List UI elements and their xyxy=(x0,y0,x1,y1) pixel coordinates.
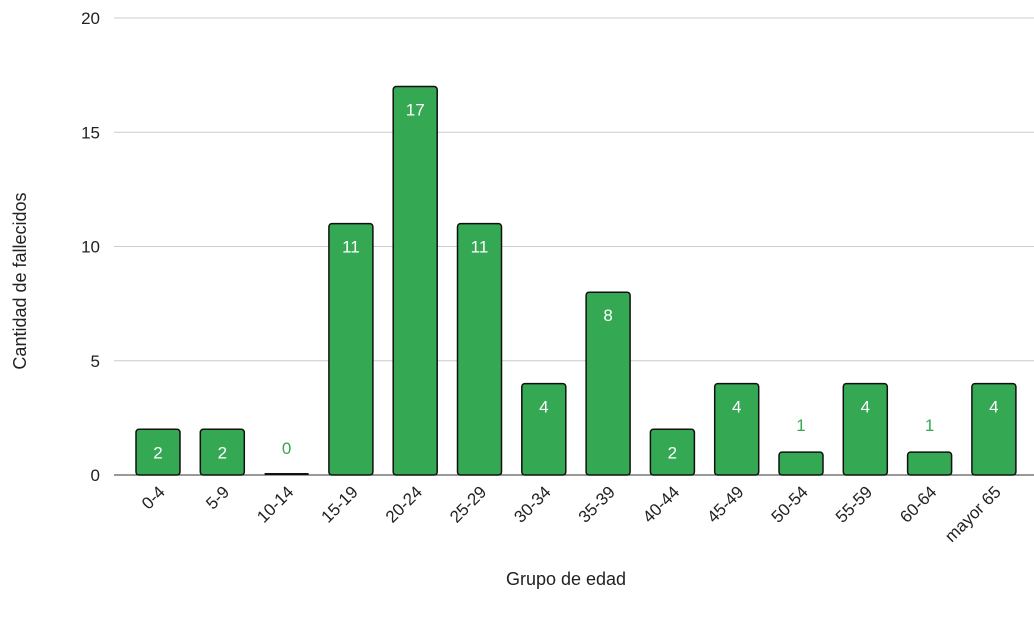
x-tick-label: 45-49 xyxy=(703,482,747,526)
value-label: 4 xyxy=(539,398,548,417)
bar xyxy=(585,291,631,476)
bar xyxy=(713,382,760,476)
value-label: 17 xyxy=(406,101,425,120)
y-tick-label: 15 xyxy=(81,123,100,142)
bar xyxy=(906,451,953,476)
x-axis-ticks: 0-4 5-9 10-14 15-19 20-24 25-29 30-34 35-39 40-4… xyxy=(138,482,1005,546)
value-label: 2 xyxy=(668,443,677,462)
y-tick-label: 20 xyxy=(81,9,100,28)
bar xyxy=(649,428,696,476)
x-tick-label: 20-24 xyxy=(382,482,426,526)
value-label: 0 xyxy=(282,439,291,458)
x-tick-label: 55-59 xyxy=(832,482,876,526)
x-tick-label: 5-9 xyxy=(202,482,233,513)
y-axis-title: Cantidad de fallecidos xyxy=(10,192,30,369)
x-axis-title: Grupo de edad xyxy=(506,569,626,589)
bar xyxy=(521,382,567,476)
value-label: 2 xyxy=(153,443,162,462)
value-label: 4 xyxy=(989,398,998,417)
y-axis-ticks: 0 5 10 15 20 xyxy=(81,9,100,485)
value-label: 1 xyxy=(796,416,805,435)
value-label: 1 xyxy=(925,416,934,435)
gridlines xyxy=(114,17,1034,476)
bar xyxy=(842,382,889,476)
value-label: 4 xyxy=(861,398,870,417)
bar xyxy=(264,473,309,475)
bars xyxy=(135,85,1017,476)
x-tick-label: 30-34 xyxy=(510,482,554,526)
x-tick-label: 15-19 xyxy=(318,482,362,526)
bar xyxy=(199,428,246,476)
bar xyxy=(135,428,181,476)
value-label: 11 xyxy=(471,238,489,257)
value-label: 11 xyxy=(342,238,360,257)
bar xyxy=(456,222,503,476)
bar xyxy=(971,382,1017,476)
x-tick-label: 40-44 xyxy=(639,482,683,526)
x-tick-label: 60-64 xyxy=(896,482,940,526)
x-tick-label: 35-39 xyxy=(575,482,619,526)
value-label: 4 xyxy=(732,398,741,417)
bar xyxy=(778,451,824,476)
y-tick-label: 5 xyxy=(91,352,100,371)
value-label: 8 xyxy=(603,306,612,325)
x-tick-label: 0-4 xyxy=(138,482,169,513)
x-tick-label: 25-29 xyxy=(446,482,490,526)
x-tick-label: mayor 65 xyxy=(941,482,1005,546)
value-label: 2 xyxy=(218,443,227,462)
bar xyxy=(328,222,374,476)
x-tick-label: 10-14 xyxy=(253,482,297,526)
y-tick-label: 10 xyxy=(81,238,100,257)
x-tick-label: 50-54 xyxy=(768,482,812,526)
value-labels: 2 2 0 11 17 11 4 8 2 4 1 4 1 4 xyxy=(153,101,998,463)
y-tick-label: 0 xyxy=(91,466,100,485)
bar xyxy=(392,85,438,476)
